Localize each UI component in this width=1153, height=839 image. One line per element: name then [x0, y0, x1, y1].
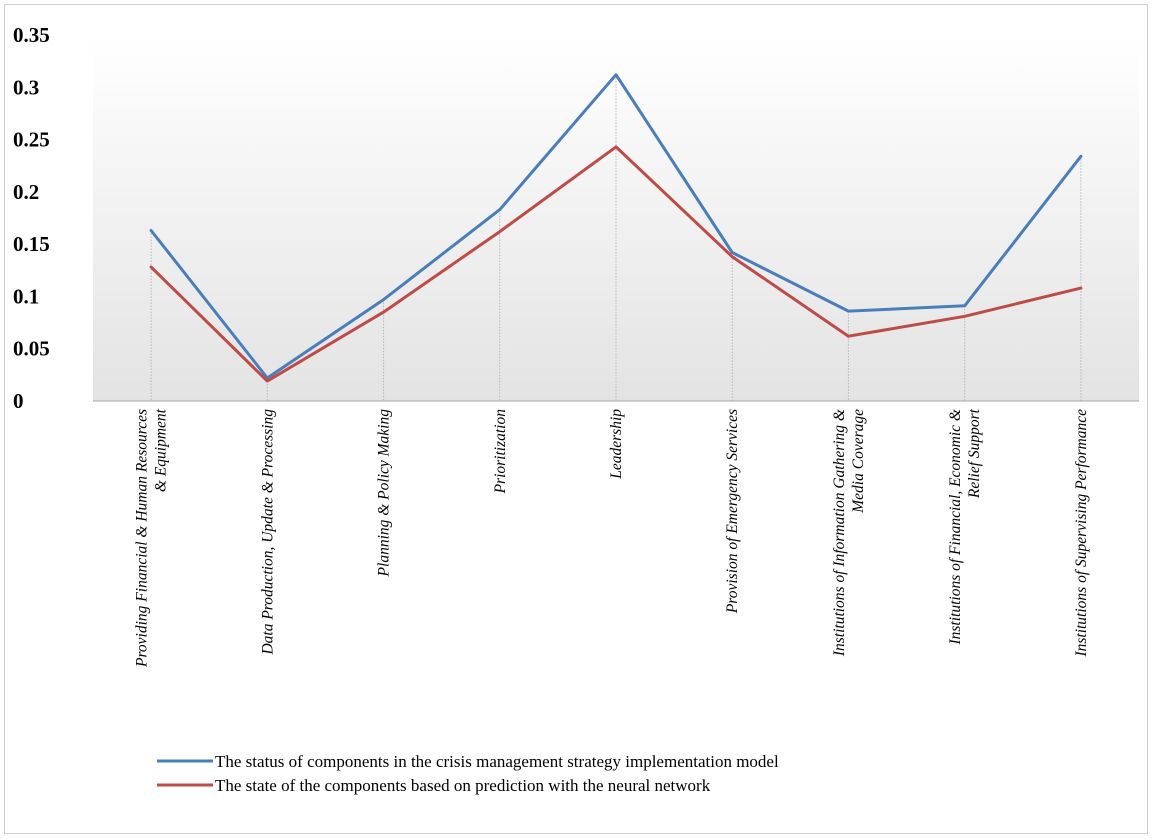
y-tick-label: 0.15 — [13, 232, 50, 256]
legend-label: The status of components in the crisis m… — [215, 752, 779, 771]
y-tick-label: 0.25 — [13, 128, 50, 152]
x-tick-label: Planning & Policy Making — [376, 409, 393, 578]
x-tick-label: Provision of Emergency Services — [724, 409, 741, 614]
line-chart: 0 0.05 0.1 0.15 0.2 0.25 0.3 0.35 Providing Fina… — [13, 23, 1139, 795]
legend-label: The state of the components based on pre… — [215, 776, 711, 795]
series-line-2 — [149, 145, 1083, 383]
x-tick-label: Leadership — [608, 409, 625, 480]
x-tick-label: Prioritization — [492, 409, 509, 495]
x-tick-label: Relief Support — [966, 408, 983, 499]
x-tick-label: Institutions of Supervising Performance — [1073, 409, 1090, 658]
y-tick-label: 0.1 — [13, 284, 39, 308]
chart-frame: 0 0.05 0.1 0.15 0.2 0.25 0.3 0.35 Providing Fina… — [4, 4, 1148, 834]
x-tick-label: Institutions of Information Gathering & — [831, 409, 848, 657]
x-tick-label: Institutions of Financial, Economic & — [947, 409, 964, 646]
x-tick-label: Media Coverage — [850, 409, 867, 514]
y-tick-label: 0.2 — [13, 180, 39, 204]
y-tick-label: 0.05 — [13, 337, 50, 361]
series-line-1 — [149, 73, 1083, 380]
y-tick-label: 0 — [13, 389, 24, 413]
x-tick-label: & Equipment — [153, 408, 170, 492]
x-tick-label: Providing Financial & Human Resources — [134, 409, 151, 668]
y-tick-label: 0.3 — [13, 75, 39, 99]
y-tick-label: 0.35 — [13, 23, 50, 47]
x-tick-label: Data Production, Update & Processing — [259, 409, 276, 656]
